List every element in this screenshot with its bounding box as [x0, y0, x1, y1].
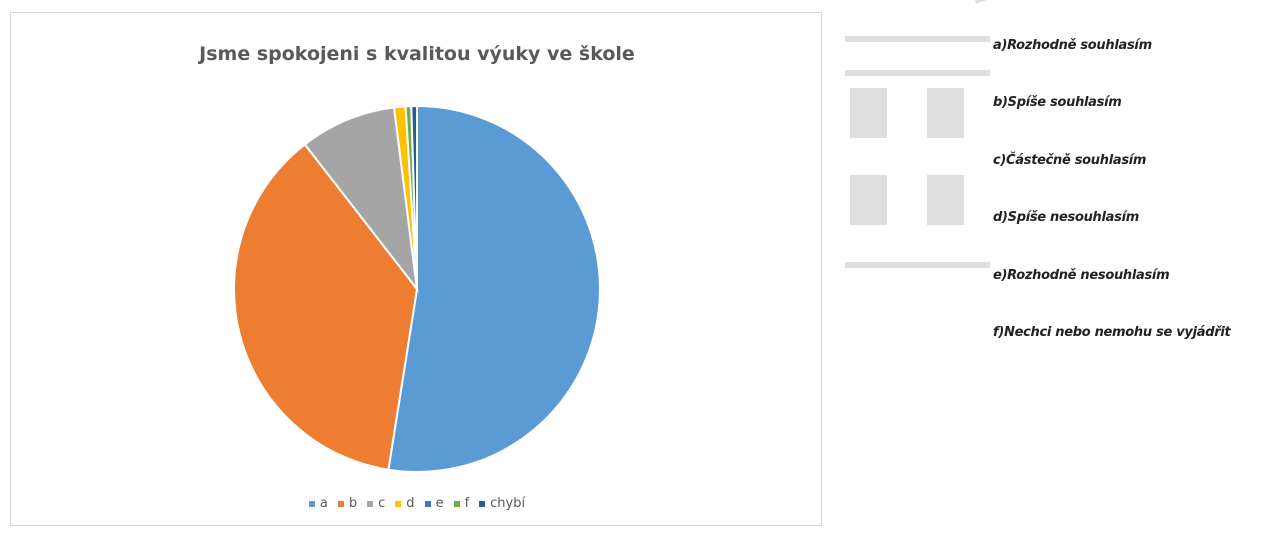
legend-entry-b: b: [337, 496, 358, 511]
legend-entry-chybí: chybí: [479, 496, 525, 511]
legend-description-d: d)Spíše nesouhlasím: [993, 210, 1139, 225]
legend-description-e: e)Rozhodně nesouhlasím: [993, 268, 1170, 283]
legend-swatch-e: [424, 500, 431, 507]
legend-swatch-chybí: [479, 500, 486, 507]
legend-swatch-f: [453, 500, 460, 507]
pie-slice-b: [233, 142, 419, 471]
legend-description-b: b)Spíše souhlasím: [993, 95, 1122, 110]
legend-label-c: c: [378, 496, 386, 511]
legend-description-c: c)Částečně souhlasím: [993, 153, 1147, 168]
chart-area: Jsme spokojeni s kvalitou výuky ve škole…: [10, 12, 822, 526]
pie-slice-chybí: [410, 104, 418, 290]
legend-entry-d: d: [395, 496, 415, 511]
decorative-diagonal: [975, 0, 1024, 4]
legend-label-a: a: [319, 496, 328, 511]
legend-label-b: b: [348, 496, 358, 511]
decorative-block-3: [850, 175, 887, 225]
decorative-block-2: [927, 88, 964, 138]
legend-label-d: d: [406, 496, 415, 511]
legend-entry-a: a: [308, 496, 328, 511]
decorative-block-1: [850, 88, 887, 138]
legend-label-f: f: [464, 496, 470, 511]
legend-label-chybí: chybí: [490, 496, 526, 511]
pie-slice-c: [303, 106, 419, 293]
legend-description-a: a)Rozhodně souhlasím: [993, 38, 1152, 53]
legend-swatch-b: [337, 500, 344, 507]
chart-legend: a b c d e f chybí: [11, 496, 823, 511]
pie-chart: [233, 104, 601, 473]
legend-swatch-d: [395, 500, 402, 507]
pie-slice-a: [387, 104, 601, 473]
legend-description-f: f)Nechci nebo nemohu se vyjádřit: [993, 325, 1231, 340]
legend-swatch-c: [367, 500, 374, 507]
decorative-line-bottom: [845, 262, 990, 268]
chart-title: Jsme spokojeni s kvalitou výuky ve škole: [199, 43, 635, 65]
decorative-line-top: [845, 36, 990, 42]
legend-entry-c: c: [367, 496, 385, 511]
legend-label-e: e: [435, 496, 444, 511]
legend-entry-f: f: [453, 496, 470, 511]
decorative-block-4: [927, 175, 964, 225]
decorative-line-second: [845, 70, 990, 76]
legend-entry-e: e: [424, 496, 444, 511]
legend-swatch-a: [308, 500, 315, 507]
